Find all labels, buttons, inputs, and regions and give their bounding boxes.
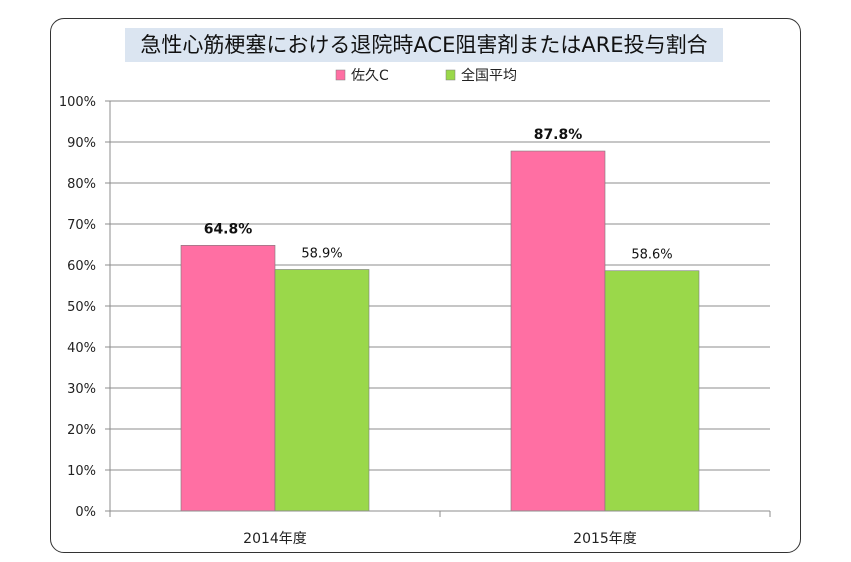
y-tick-label: 60%: [67, 259, 96, 274]
data-label: 58.6%: [631, 248, 672, 263]
chart-title: 急性心筋梗塞における退院時ACE阻害剤またはARE投与割合: [125, 28, 723, 62]
y-tick-label: 90%: [67, 136, 96, 151]
x-tick-label: 2015年度: [573, 531, 637, 547]
bar: [274, 269, 370, 512]
data-label: 58.9%: [301, 247, 342, 262]
y-tick-label: 40%: [67, 341, 96, 356]
x-axis: 2014年度 2015年度: [109, 510, 771, 547]
bar: [510, 150, 606, 512]
bar: [604, 270, 700, 512]
bar: [180, 245, 276, 512]
y-axis: 0% 10% 20% 30% 40% 50% 60% 70% 80% 90% 100%: [59, 95, 111, 520]
y-tick-label: 30%: [67, 382, 96, 397]
legend-label: 全国平均: [461, 67, 517, 84]
data-label: 64.8%: [204, 221, 253, 237]
y-tick-label: 0%: [75, 505, 96, 520]
y-tick-label: 100%: [59, 95, 96, 110]
y-tick-label: 50%: [67, 300, 96, 315]
x-tick-label: 2014年度: [243, 531, 307, 547]
legend-swatch: [335, 69, 346, 81]
y-tick-label: 70%: [67, 218, 96, 233]
data-label: 87.8%: [534, 127, 583, 143]
y-tick-label: 10%: [67, 464, 96, 479]
legend-label: 佐久C: [351, 68, 389, 84]
bars: 64.8% 58.9% 87.8% 58.6%: [180, 127, 700, 512]
y-tick-label: 20%: [67, 423, 96, 438]
legend-swatch: [445, 69, 456, 81]
y-tick-label: 80%: [67, 177, 96, 192]
legend: 佐久C 全国平均: [335, 67, 517, 84]
